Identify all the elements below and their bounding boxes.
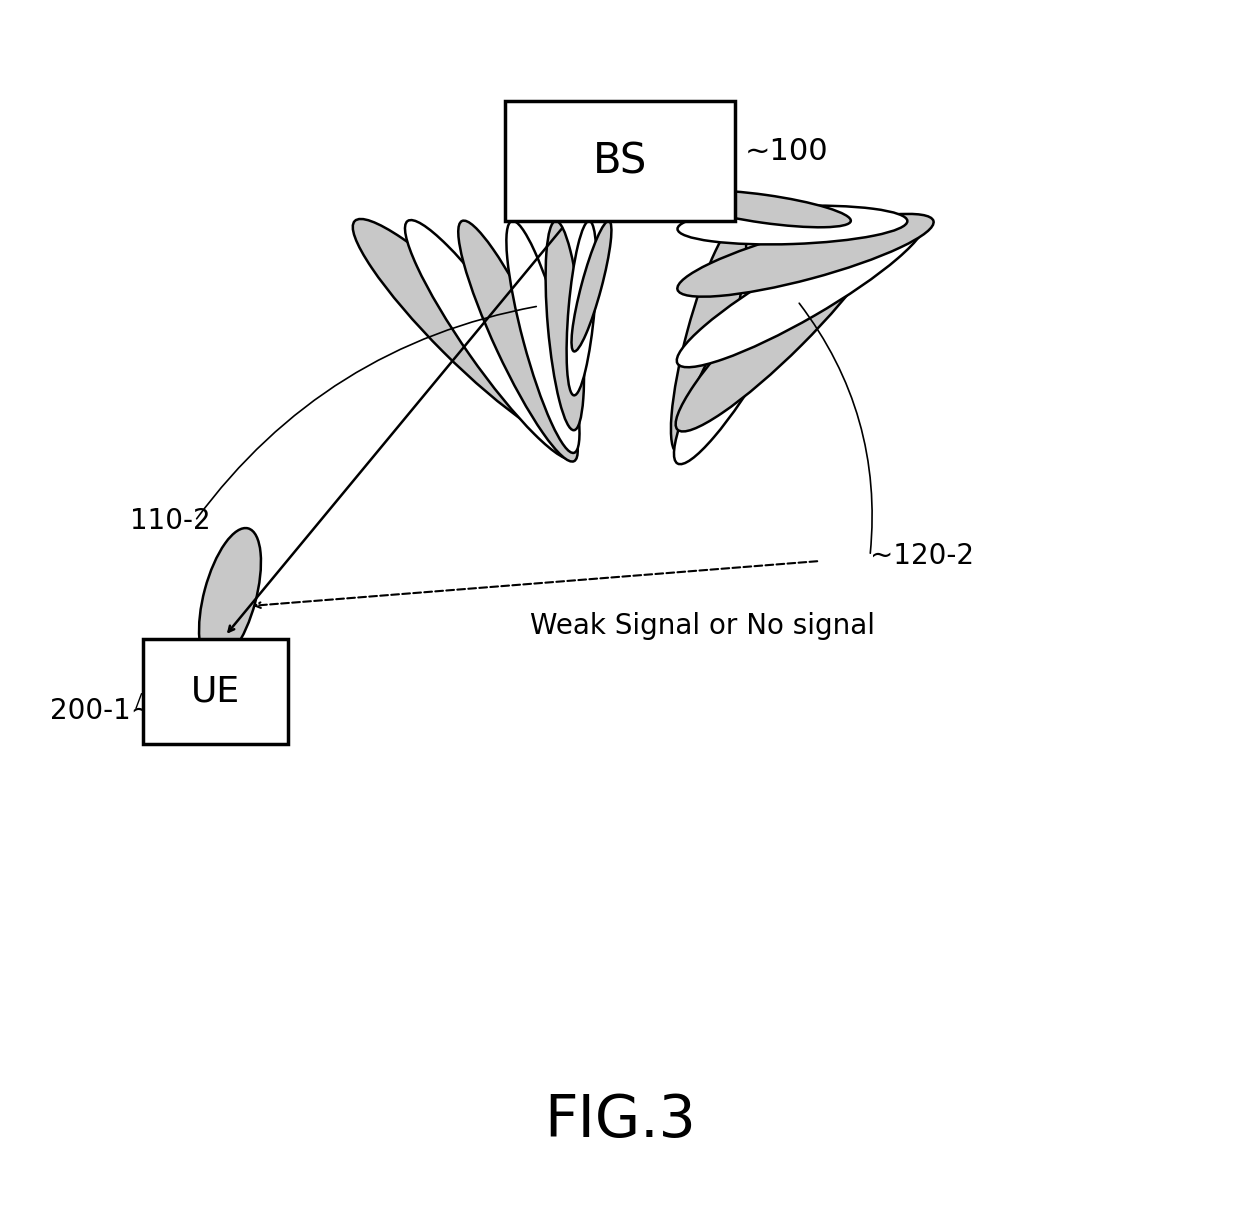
- Ellipse shape: [677, 205, 908, 244]
- Ellipse shape: [352, 219, 577, 442]
- Ellipse shape: [567, 221, 596, 396]
- Ellipse shape: [677, 190, 851, 227]
- Text: UE: UE: [191, 674, 239, 708]
- Ellipse shape: [506, 221, 579, 453]
- Text: 200-1~: 200-1~: [50, 697, 154, 725]
- Ellipse shape: [677, 214, 934, 297]
- Ellipse shape: [572, 221, 611, 352]
- Text: ~120-2: ~120-2: [870, 542, 973, 570]
- Ellipse shape: [200, 527, 260, 664]
- Text: 110-2: 110-2: [130, 507, 211, 535]
- Ellipse shape: [677, 217, 925, 368]
- Ellipse shape: [405, 220, 577, 459]
- Text: FIG.3: FIG.3: [544, 1093, 696, 1149]
- FancyBboxPatch shape: [143, 639, 288, 744]
- Ellipse shape: [671, 221, 746, 453]
- Text: ~100: ~100: [745, 137, 828, 166]
- Ellipse shape: [675, 220, 821, 464]
- Text: BS: BS: [593, 140, 647, 182]
- FancyBboxPatch shape: [505, 101, 735, 221]
- Text: Weak Signal or No signal: Weak Signal or No signal: [529, 612, 875, 640]
- Ellipse shape: [676, 219, 888, 431]
- Ellipse shape: [459, 221, 578, 462]
- Ellipse shape: [546, 221, 584, 430]
